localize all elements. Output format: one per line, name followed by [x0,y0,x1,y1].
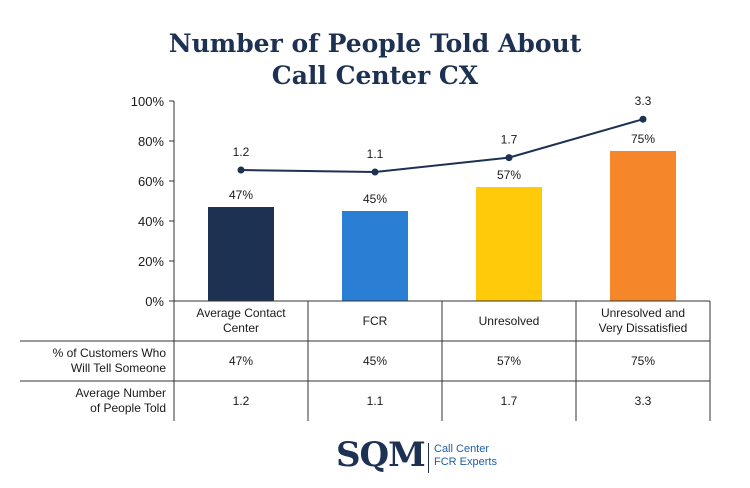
table-cell: 1.2 [232,393,250,408]
chart-title-line2: Call Center CX [271,61,479,90]
table-row-header: % of Customers Who Will Tell Someone [52,346,166,375]
y-tick-label: 100% [131,94,165,109]
category-label: FCR [362,313,388,328]
logo-tag-line2: FCR Experts [434,456,497,468]
table-cell: 3.3 [634,393,652,408]
table-cell: 45% [362,353,388,368]
table-cell: 57% [496,353,522,368]
line-value-label: 1.2 [233,145,250,159]
bar [476,187,542,301]
y-tick-label: 40% [138,214,164,229]
bar [610,151,676,301]
y-tick-label: 60% [138,174,164,189]
table-cell: 1.1 [366,393,384,408]
table-cell: 47% [228,353,254,368]
y-tick-label: 0% [145,294,164,309]
line-value-label: 1.1 [367,147,384,161]
line-point [505,154,513,162]
logo-divider [428,443,429,473]
category-label: Unresolved and Very Dissatisfied [598,306,688,335]
bar-value-label: 47% [229,188,253,202]
logo-letters: SQM [336,435,426,475]
category-label: Average Contact Center [196,306,286,335]
line-point [639,115,647,123]
line-value-label: 3.3 [635,94,652,108]
table-cell: 1.7 [500,393,518,408]
logo-tagline: Call Center FCR Experts [434,443,497,469]
bar-value-label: 45% [363,192,387,206]
bar-value-label: 57% [497,168,521,182]
line-point [371,168,379,176]
line-series [240,118,644,174]
chart-title-line1: Number of People Told About [168,29,582,58]
y-tick-label: 20% [138,254,164,269]
line-point [237,166,245,174]
logo-tag-line1: Call Center [434,443,490,455]
line-value-label: 1.7 [501,133,518,147]
bar-value-label: 75% [631,132,655,146]
y-tick-label: 80% [138,134,164,149]
bar [342,211,408,301]
category-label: Unresolved [478,313,540,328]
table-cell: 75% [630,353,656,368]
bar [208,207,274,301]
chart-title: Number of People Told About Call Center … [0,28,750,92]
table-row-header: Average Number of People Told [75,386,167,415]
